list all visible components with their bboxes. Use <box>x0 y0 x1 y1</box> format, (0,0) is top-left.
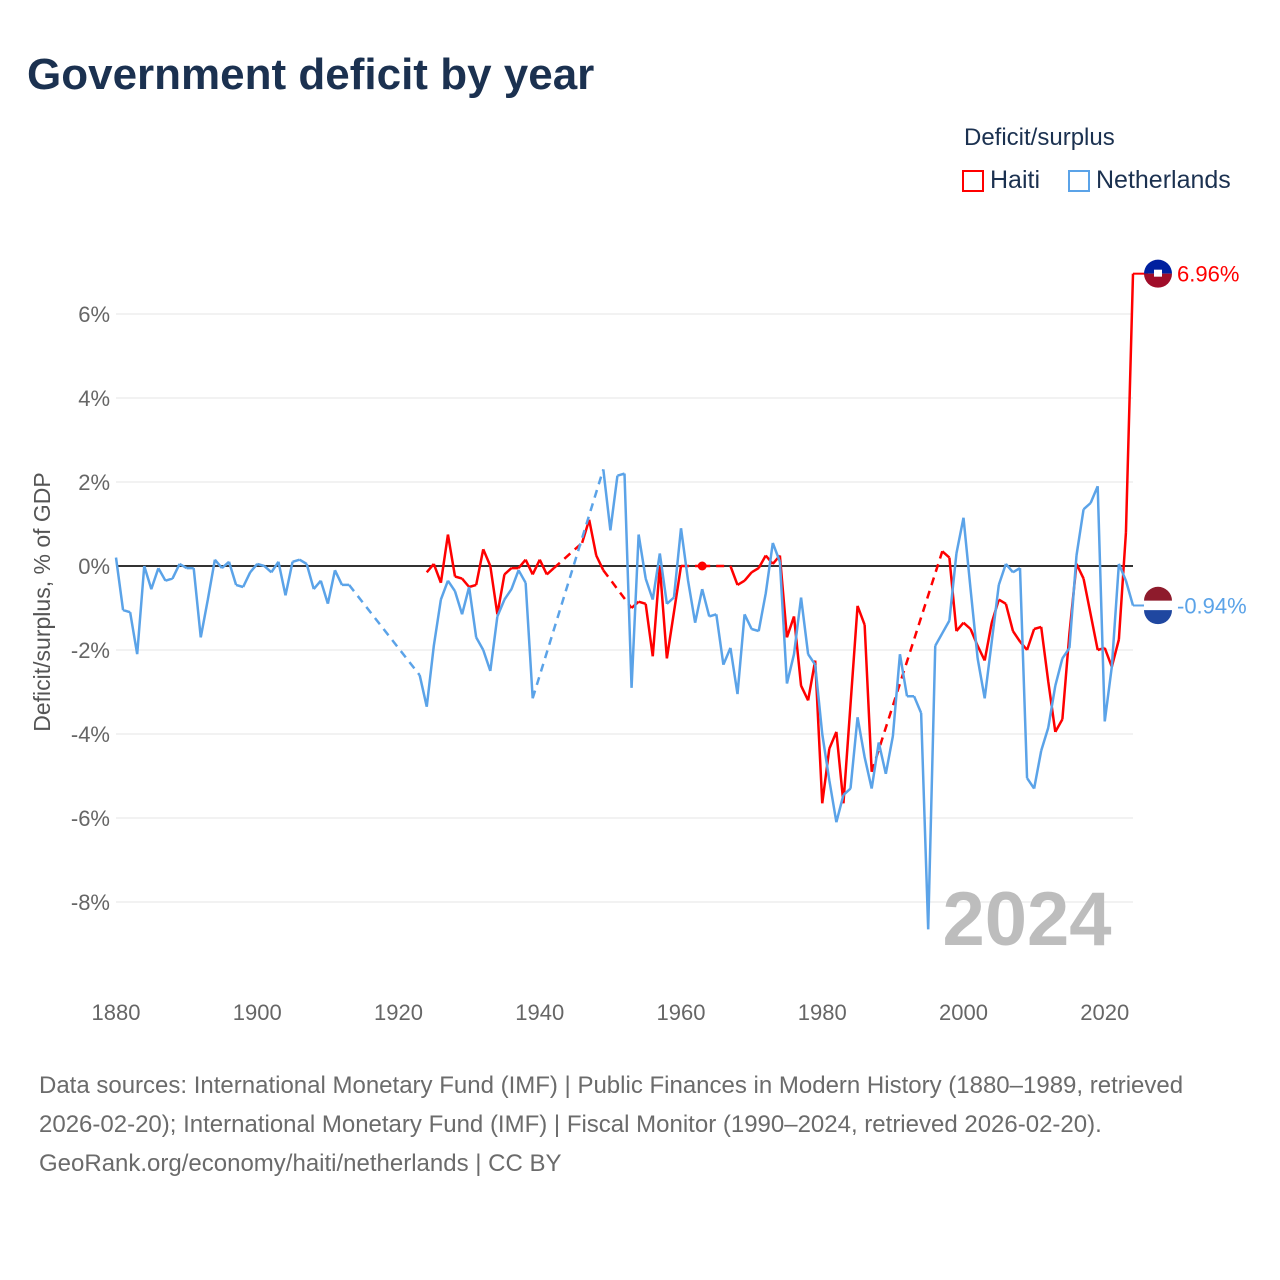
x-tick-label: 1920 <box>374 1000 423 1025</box>
y-tick-label: -6% <box>71 806 110 831</box>
chart-area: -8% -6% -4% -2% 0% 2% 4% 6% 1880 1900 1920 1940 1960… <box>29 259 1247 1025</box>
y-tick-label: 2% <box>78 470 110 495</box>
credit-link[interactable]: GeoRank.org/economy/haiti/netherlands | … <box>39 1150 562 1177</box>
flag-emblem <box>1154 269 1162 277</box>
legend-swatch-haiti <box>962 169 984 192</box>
series-gap-netherlands <box>348 469 605 699</box>
y-tick-label: -8% <box>71 890 110 915</box>
flag-stripe <box>1144 586 1172 601</box>
y-tick-label: -4% <box>71 722 110 747</box>
end-label-netherlands: -0.94% <box>1177 593 1247 618</box>
y-tick-label: 0% <box>78 554 110 579</box>
flag-netherlands-icon <box>1144 586 1172 625</box>
footer: Data sources: International Monetary Fun… <box>39 1066 1239 1183</box>
isolated-point-haiti <box>697 561 707 571</box>
y-tick-label: -2% <box>71 638 110 663</box>
end-label-haiti: 6.96% <box>1177 262 1239 287</box>
y-tick-label: 4% <box>78 386 110 411</box>
year-watermark: 2024 <box>942 877 1111 962</box>
flag-stripe <box>1144 273 1172 288</box>
x-tick-label: 1900 <box>233 1000 282 1025</box>
x-tick-label: 1960 <box>657 1000 706 1025</box>
flag-stripe <box>1144 259 1172 274</box>
legend-title: Deficit/surplus <box>964 124 1115 151</box>
legend-label-haiti: Haiti <box>990 166 1041 194</box>
chart-title: Government deficit by year <box>27 50 595 99</box>
flag-stripe <box>1144 600 1172 611</box>
x-tick-label: 1880 <box>92 1000 141 1025</box>
legend-item-netherlands[interactable]: Netherlands <box>1068 166 1231 195</box>
flag-stripe <box>1144 610 1172 625</box>
legend-item-haiti[interactable]: Haiti <box>962 166 1040 195</box>
legend-swatch-netherlands <box>1068 169 1090 192</box>
x-tick-label: 1980 <box>798 1000 847 1025</box>
data-sources: Data sources: International Monetary Fun… <box>39 1072 1184 1138</box>
series-line-haiti <box>425 273 1135 804</box>
x-tick-label: 2000 <box>939 1000 988 1025</box>
series-line-netherlands <box>114 469 1135 930</box>
series-gap-haiti <box>553 541 944 773</box>
legend-label-netherlands: Netherlands <box>1096 166 1231 194</box>
x-tick-label: 1940 <box>515 1000 564 1025</box>
y-tick-label: 6% <box>78 302 110 327</box>
flag-haiti-icon <box>1144 259 1172 288</box>
y-axis-label: Deficit/surplus, % of GDP <box>29 472 55 731</box>
x-tick-label: 2020 <box>1080 1000 1129 1025</box>
